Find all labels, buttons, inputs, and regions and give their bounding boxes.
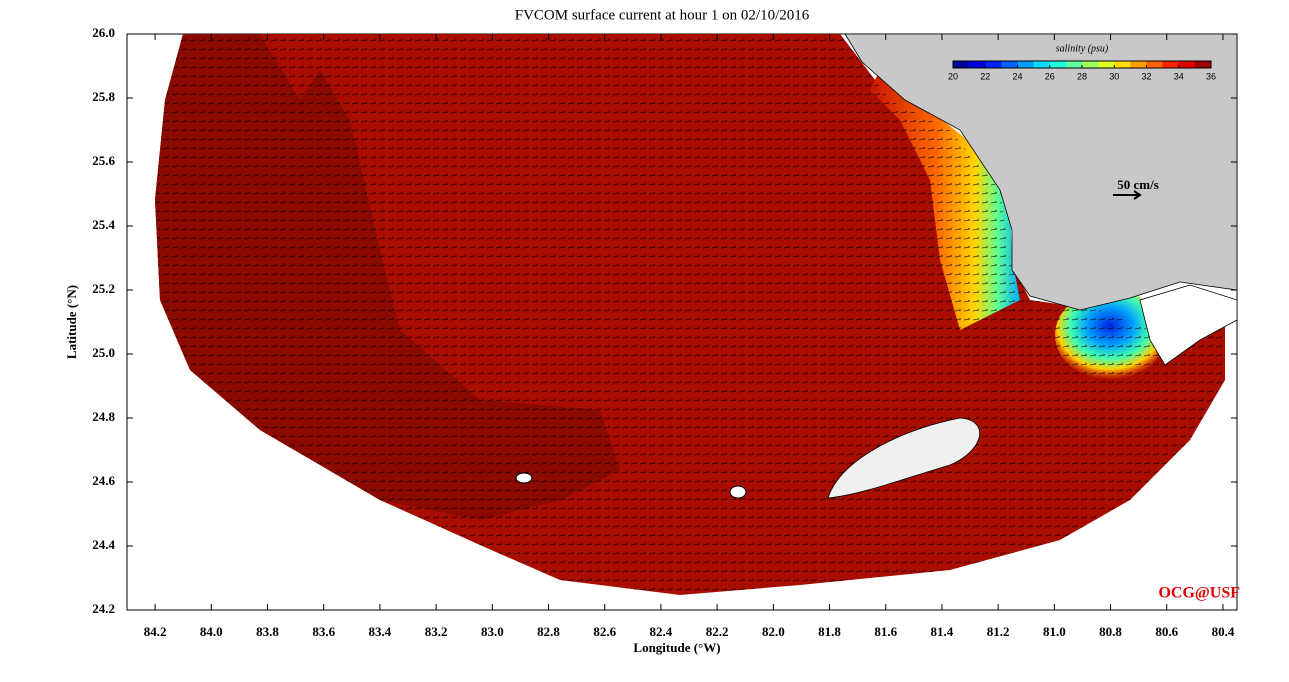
x-tick-label: 83.2 [425, 624, 448, 639]
colorbar-segment [1130, 61, 1147, 68]
x-tick-label: 80.6 [1155, 624, 1178, 639]
y-tick-label: 24.4 [92, 537, 115, 552]
x-tick-label: 81.2 [987, 624, 1010, 639]
colorbar-tick-label: 36 [1206, 71, 1216, 81]
island [515, 472, 533, 484]
colorbar-segment [1033, 61, 1051, 68]
y-tick-label: 25.2 [92, 281, 115, 296]
x-tick-label: 81.4 [931, 624, 954, 639]
x-tick-label: 84.0 [200, 624, 223, 639]
y-tick-label: 25.0 [92, 345, 115, 360]
x-tick-label: 84.2 [144, 624, 167, 639]
island [729, 485, 747, 499]
colorbar-tick-label: 28 [1077, 71, 1087, 81]
colorbar-tick-label: 32 [1141, 71, 1151, 81]
colorbar-segment [1001, 61, 1018, 68]
colorbar-segment [953, 61, 970, 68]
colorbar-segment [1065, 61, 1083, 68]
y-tick-label: 25.8 [92, 89, 115, 104]
colorbar-tick-label: 24 [1012, 71, 1022, 81]
y-tick-label: 26.0 [92, 25, 115, 40]
x-tick-label: 81.8 [818, 624, 841, 639]
y-tick-label: 24.2 [92, 601, 115, 616]
x-tick-label: 82.4 [650, 624, 673, 639]
x-tick-label: 83.8 [256, 624, 279, 639]
colorbar-segment [1098, 61, 1115, 68]
colorbar-tick-label: 20 [948, 71, 958, 81]
island [827, 417, 980, 499]
watermark: OCG@USF [1158, 585, 1240, 602]
x-tick-label: 82.6 [593, 624, 616, 639]
x-tick-label: 83.4 [369, 624, 392, 639]
colorbar-segment [1146, 61, 1164, 68]
colorbar-segment [1114, 61, 1131, 68]
colorbar-segment [1082, 61, 1099, 68]
y-tick-label: 25.4 [92, 217, 115, 232]
x-tick-label: 81.6 [874, 624, 897, 639]
x-tick-label: 82.2 [706, 624, 729, 639]
x-tick-label: 83.6 [312, 624, 335, 639]
scale-arrow-label: 50 cm/s [1117, 177, 1159, 192]
scale-arrow-head [1133, 190, 1142, 200]
colorbar-tick-label: 22 [980, 71, 990, 81]
y-tick-label: 24.8 [92, 409, 115, 424]
colorbar-segment [985, 61, 1002, 68]
y-tick-label: 24.6 [92, 473, 115, 488]
colorbar-tick-label: 26 [1045, 71, 1055, 81]
colorbar-segment [1017, 61, 1035, 68]
colorbar-segment [969, 61, 986, 68]
colorbar-segment [1178, 61, 1196, 68]
map-title: FVCOM surface current at hour 1 on 02/10… [515, 7, 810, 23]
colorbar-segment [1049, 61, 1067, 68]
land-south [1139, 284, 1238, 366]
x-tick-label: 81.0 [1043, 624, 1066, 639]
land [844, 33, 1238, 311]
colorbar-tick-label: 34 [1174, 71, 1184, 81]
colorbar-tick-label: 30 [1109, 71, 1119, 81]
x-tick-label: 83.0 [481, 624, 504, 639]
colorbar-segment [1162, 61, 1180, 68]
y-axis-label: Latitude (°N) [64, 285, 79, 359]
x-tick-label: 82.0 [762, 624, 785, 639]
x-tick-label: 80.4 [1212, 624, 1235, 639]
y-tick-label: 25.6 [92, 153, 115, 168]
x-axis-label: Longitude (°W) [633, 640, 720, 655]
colorbar-segment [1194, 61, 1212, 68]
x-tick-label: 80.8 [1099, 624, 1122, 639]
colorbar-label: salinity (psu) [1056, 43, 1109, 54]
x-tick-label: 82.8 [537, 624, 560, 639]
